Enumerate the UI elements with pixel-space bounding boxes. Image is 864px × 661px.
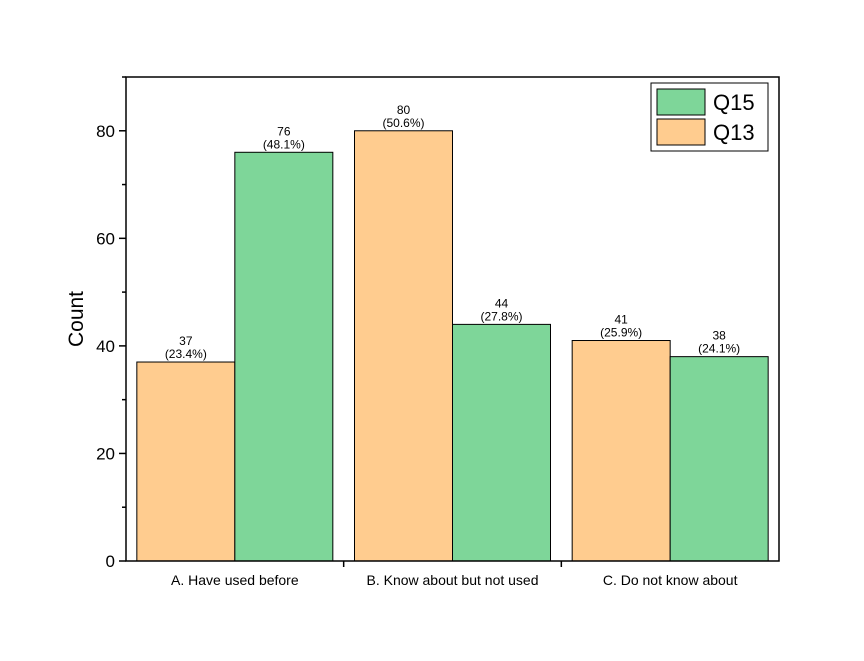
bar-q15-b-know-about-but-not-used: [452, 323, 551, 562]
y-axis-title: Count: [65, 291, 88, 347]
data-label-percent-q15-b-know-about-but-not-used: (27.8%): [480, 309, 522, 323]
legend-swatch-q13: [656, 118, 706, 146]
data-label-percent-q13-a-have-used-before: (23.4%): [165, 347, 207, 361]
data-label-value-q13-c-do-not-know-about: 41: [614, 313, 628, 327]
y-tick-label-80: 80: [96, 122, 115, 141]
legend-swatch-q15: [656, 88, 706, 116]
data-label-value-q13-a-have-used-before: 37: [179, 334, 193, 348]
y-tick-label-40: 40: [96, 337, 115, 356]
legend-label-q13: Q13: [713, 120, 755, 145]
data-label-percent-q13-c-do-not-know-about: (25.9%): [600, 326, 642, 340]
axes-layer: A. Have used before B. Know about but not…: [65, 76, 780, 588]
legend-label-q15: Q15: [713, 90, 755, 115]
bar-q13-b-know-about-but-not-used: [354, 130, 453, 562]
data-label-value-q13-b-know-about-but-not-used: 80: [397, 103, 411, 117]
y-tick-label-20: 20: [96, 444, 115, 463]
x-tick-label-a-have-used-before: A. Have used before: [171, 572, 299, 588]
x-tick-label-c-do-not-know-about: C. Do not know about: [603, 572, 738, 588]
data-labels-layer: 37(23.4%)76(48.1%)80(50.6%)44(27.8%) 41(2…: [165, 103, 740, 361]
bar-q13-a-have-used-before: [136, 361, 236, 562]
data-label-value-q15-a-have-used-before: 76: [277, 124, 291, 138]
data-label-percent-q15-c-do-not-know-about: (24.1%): [698, 342, 740, 356]
y-tick-label-60: 60: [96, 229, 115, 248]
bar-q13-c-do-not-know-about: [571, 340, 671, 562]
bars-layer: [136, 130, 769, 562]
data-label-percent-q13-b-know-about-but-not-used: (50.6%): [382, 116, 424, 130]
bar-q15-a-have-used-before: [234, 151, 334, 562]
plot-frame: [125, 76, 780, 562]
data-label-value-q15-c-do-not-know-about: 38: [712, 329, 726, 343]
data-label-value-q15-b-know-about-but-not-used: 44: [495, 296, 509, 310]
y-tick-label-0: 0: [106, 552, 115, 571]
data-label-percent-q15-a-have-used-before: (48.1%): [263, 137, 305, 151]
x-tick-label-b-know-about-but-not-used: B. Know about but not used: [366, 572, 538, 588]
bar-q15-c-do-not-know-about: [669, 356, 769, 562]
